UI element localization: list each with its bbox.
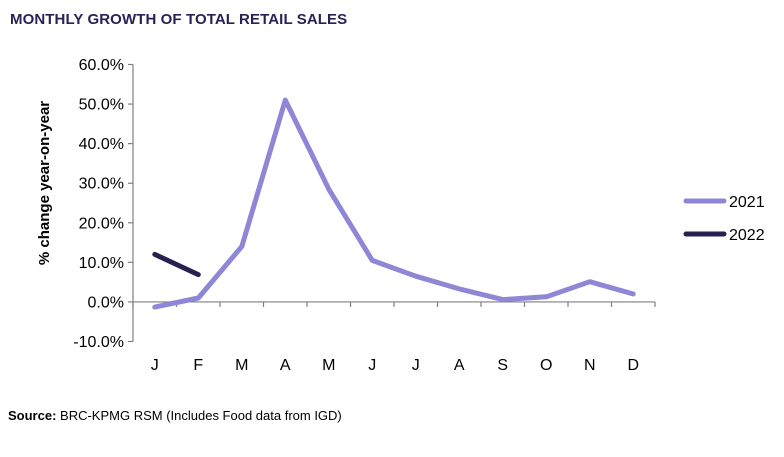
series-line-2021 [152,97,636,310]
y-tick-label: 20.0% [79,215,124,232]
y-tick-label: 60.0% [79,57,124,74]
source-text: BRC-KPMG RSM (Includes Food data from IG… [56,408,342,423]
axes [128,63,656,343]
y-tick-label: -10.0% [73,334,124,351]
series-lines [152,97,636,310]
y-tick-label: 0.0% [88,294,124,311]
y-axis-label: % change year-on-year [36,101,53,265]
x-tick-label: M [235,357,248,374]
y-tick-labels: -10.0% 0.0% 10.0% 20.0% 30.0% 40.0% 50.0% 60.0% [73,57,124,351]
x-tick-label: M [322,357,335,374]
x-tick-label: J [368,357,376,374]
x-tick-label: D [627,357,639,374]
x-tick-label: S [497,357,508,374]
y-tick-label: 10.0% [79,255,124,272]
legend-label-2021: 2021 [729,194,765,211]
x-tick-label: N [584,357,596,374]
series-line-2022 [152,251,201,278]
x-tick-label: F [193,357,203,374]
chart-title: MONTHLY GROWTH OF TOTAL RETAIL SALES [10,11,348,28]
source-label: Source: [8,408,57,423]
y-tick-label: 30.0% [79,176,124,193]
y-tick-label: 50.0% [79,97,124,114]
x-tick-label: J [151,357,159,374]
y-tick-label: 40.0% [79,136,124,153]
legend-label-2022: 2022 [729,227,765,244]
x-tick-label: O [540,357,552,374]
legend: 2021 2022 [683,194,765,244]
line-chart: -10.0% 0.0% 10.0% 20.0% 30.0% 40.0% 50.0% 60.0%… [36,57,765,374]
x-tick-label: J [412,357,420,374]
x-tick-label: A [280,357,291,374]
source-note: Source: BRC-KPMG RSM (Includes Food data… [8,408,342,423]
x-tick-label: A [454,357,465,374]
